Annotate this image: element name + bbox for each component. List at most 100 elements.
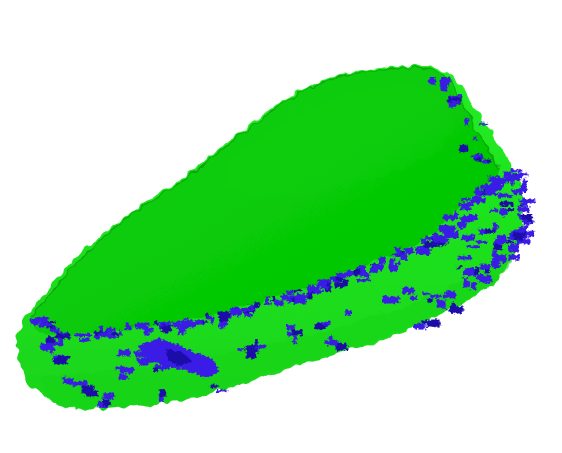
region-patch — [458, 256, 472, 260]
region-patch — [477, 274, 484, 281]
region-patch-dark — [166, 350, 192, 366]
region-patch — [457, 221, 467, 229]
region-patch — [435, 238, 450, 243]
region-patch — [413, 323, 426, 330]
region-patch — [142, 360, 155, 364]
region-patch — [253, 305, 257, 309]
region-patch — [242, 310, 249, 314]
region-patch — [238, 348, 245, 351]
region-patch — [420, 320, 435, 324]
region-patch — [265, 296, 269, 303]
region-patch — [291, 329, 303, 336]
region-patch — [448, 306, 463, 314]
region-patch — [507, 178, 521, 181]
region-patch — [143, 327, 149, 335]
region-patch — [522, 214, 533, 223]
region-patch — [63, 376, 67, 384]
region-patch — [47, 325, 55, 329]
region-patch — [461, 198, 471, 201]
region-patch — [196, 319, 204, 323]
region-patch — [466, 234, 475, 242]
region-patch — [105, 332, 117, 338]
region-patch — [219, 315, 229, 322]
region-patch — [155, 365, 170, 369]
region-patch — [147, 327, 154, 332]
region-patch — [423, 241, 434, 248]
region-patch — [241, 307, 254, 312]
region-patch — [492, 177, 499, 181]
region-patch — [111, 332, 119, 336]
region-patch — [370, 269, 379, 273]
region-patch — [456, 265, 462, 270]
region-patch — [216, 389, 228, 393]
region-patch — [63, 378, 74, 385]
region-patch — [102, 392, 115, 400]
region-patch — [381, 296, 396, 304]
region-patch — [471, 196, 482, 201]
region-patch — [452, 302, 456, 308]
region-patch — [102, 399, 111, 406]
region-patch — [466, 202, 471, 207]
region-patch — [365, 273, 370, 278]
region-patch — [467, 202, 474, 207]
region-patch — [478, 122, 489, 126]
region-patch — [161, 325, 172, 333]
region-patch — [285, 295, 295, 303]
region-patch — [451, 100, 460, 104]
region-patch — [518, 188, 522, 195]
region-patch — [125, 325, 133, 330]
region-patch — [508, 175, 513, 179]
region-patch — [522, 203, 526, 206]
region-patch — [400, 253, 407, 261]
region-patch — [410, 295, 418, 301]
region-patch — [234, 312, 241, 316]
region-patch — [523, 222, 531, 225]
region-patch — [286, 332, 293, 336]
region-patch — [450, 95, 463, 98]
region-patch — [135, 350, 149, 358]
region-patch — [510, 169, 523, 172]
region-patch — [508, 254, 520, 260]
region-patch — [485, 229, 495, 233]
region-patch — [285, 290, 294, 295]
region-patch — [152, 367, 159, 372]
region-patch — [428, 77, 436, 85]
region-patch — [325, 278, 332, 285]
region-patch — [500, 194, 513, 198]
region-patch — [99, 332, 106, 337]
region-patch — [472, 136, 478, 141]
region-patch — [334, 276, 343, 281]
region-patch — [464, 117, 469, 126]
region-patch — [117, 349, 131, 357]
region-patch — [307, 285, 320, 290]
region-patch — [515, 174, 519, 179]
region-patch — [58, 355, 70, 359]
region-patch — [508, 234, 514, 240]
region-patch — [389, 264, 398, 272]
region-patch — [58, 338, 63, 347]
region-patch — [160, 367, 164, 372]
region-patch — [518, 207, 530, 213]
region-patch — [426, 319, 440, 327]
region-patch — [436, 299, 446, 307]
region-patch — [46, 336, 55, 343]
region-patch — [202, 320, 208, 324]
region-patch — [498, 178, 506, 185]
region-patch — [508, 244, 519, 252]
region-patch — [73, 380, 87, 386]
region-patch — [175, 321, 188, 329]
region-patch — [255, 302, 260, 308]
region-patch — [427, 298, 432, 303]
region-patch — [158, 395, 164, 402]
region-patch — [210, 317, 214, 324]
region-patch — [510, 230, 515, 235]
region-patch — [246, 351, 257, 359]
region-patch — [463, 268, 477, 276]
region-patch — [360, 269, 366, 276]
top-face-highlight — [224, 84, 456, 198]
region-patch — [425, 236, 437, 240]
region-patch — [478, 275, 492, 283]
region-patch — [335, 343, 348, 351]
region-patch — [78, 338, 90, 342]
